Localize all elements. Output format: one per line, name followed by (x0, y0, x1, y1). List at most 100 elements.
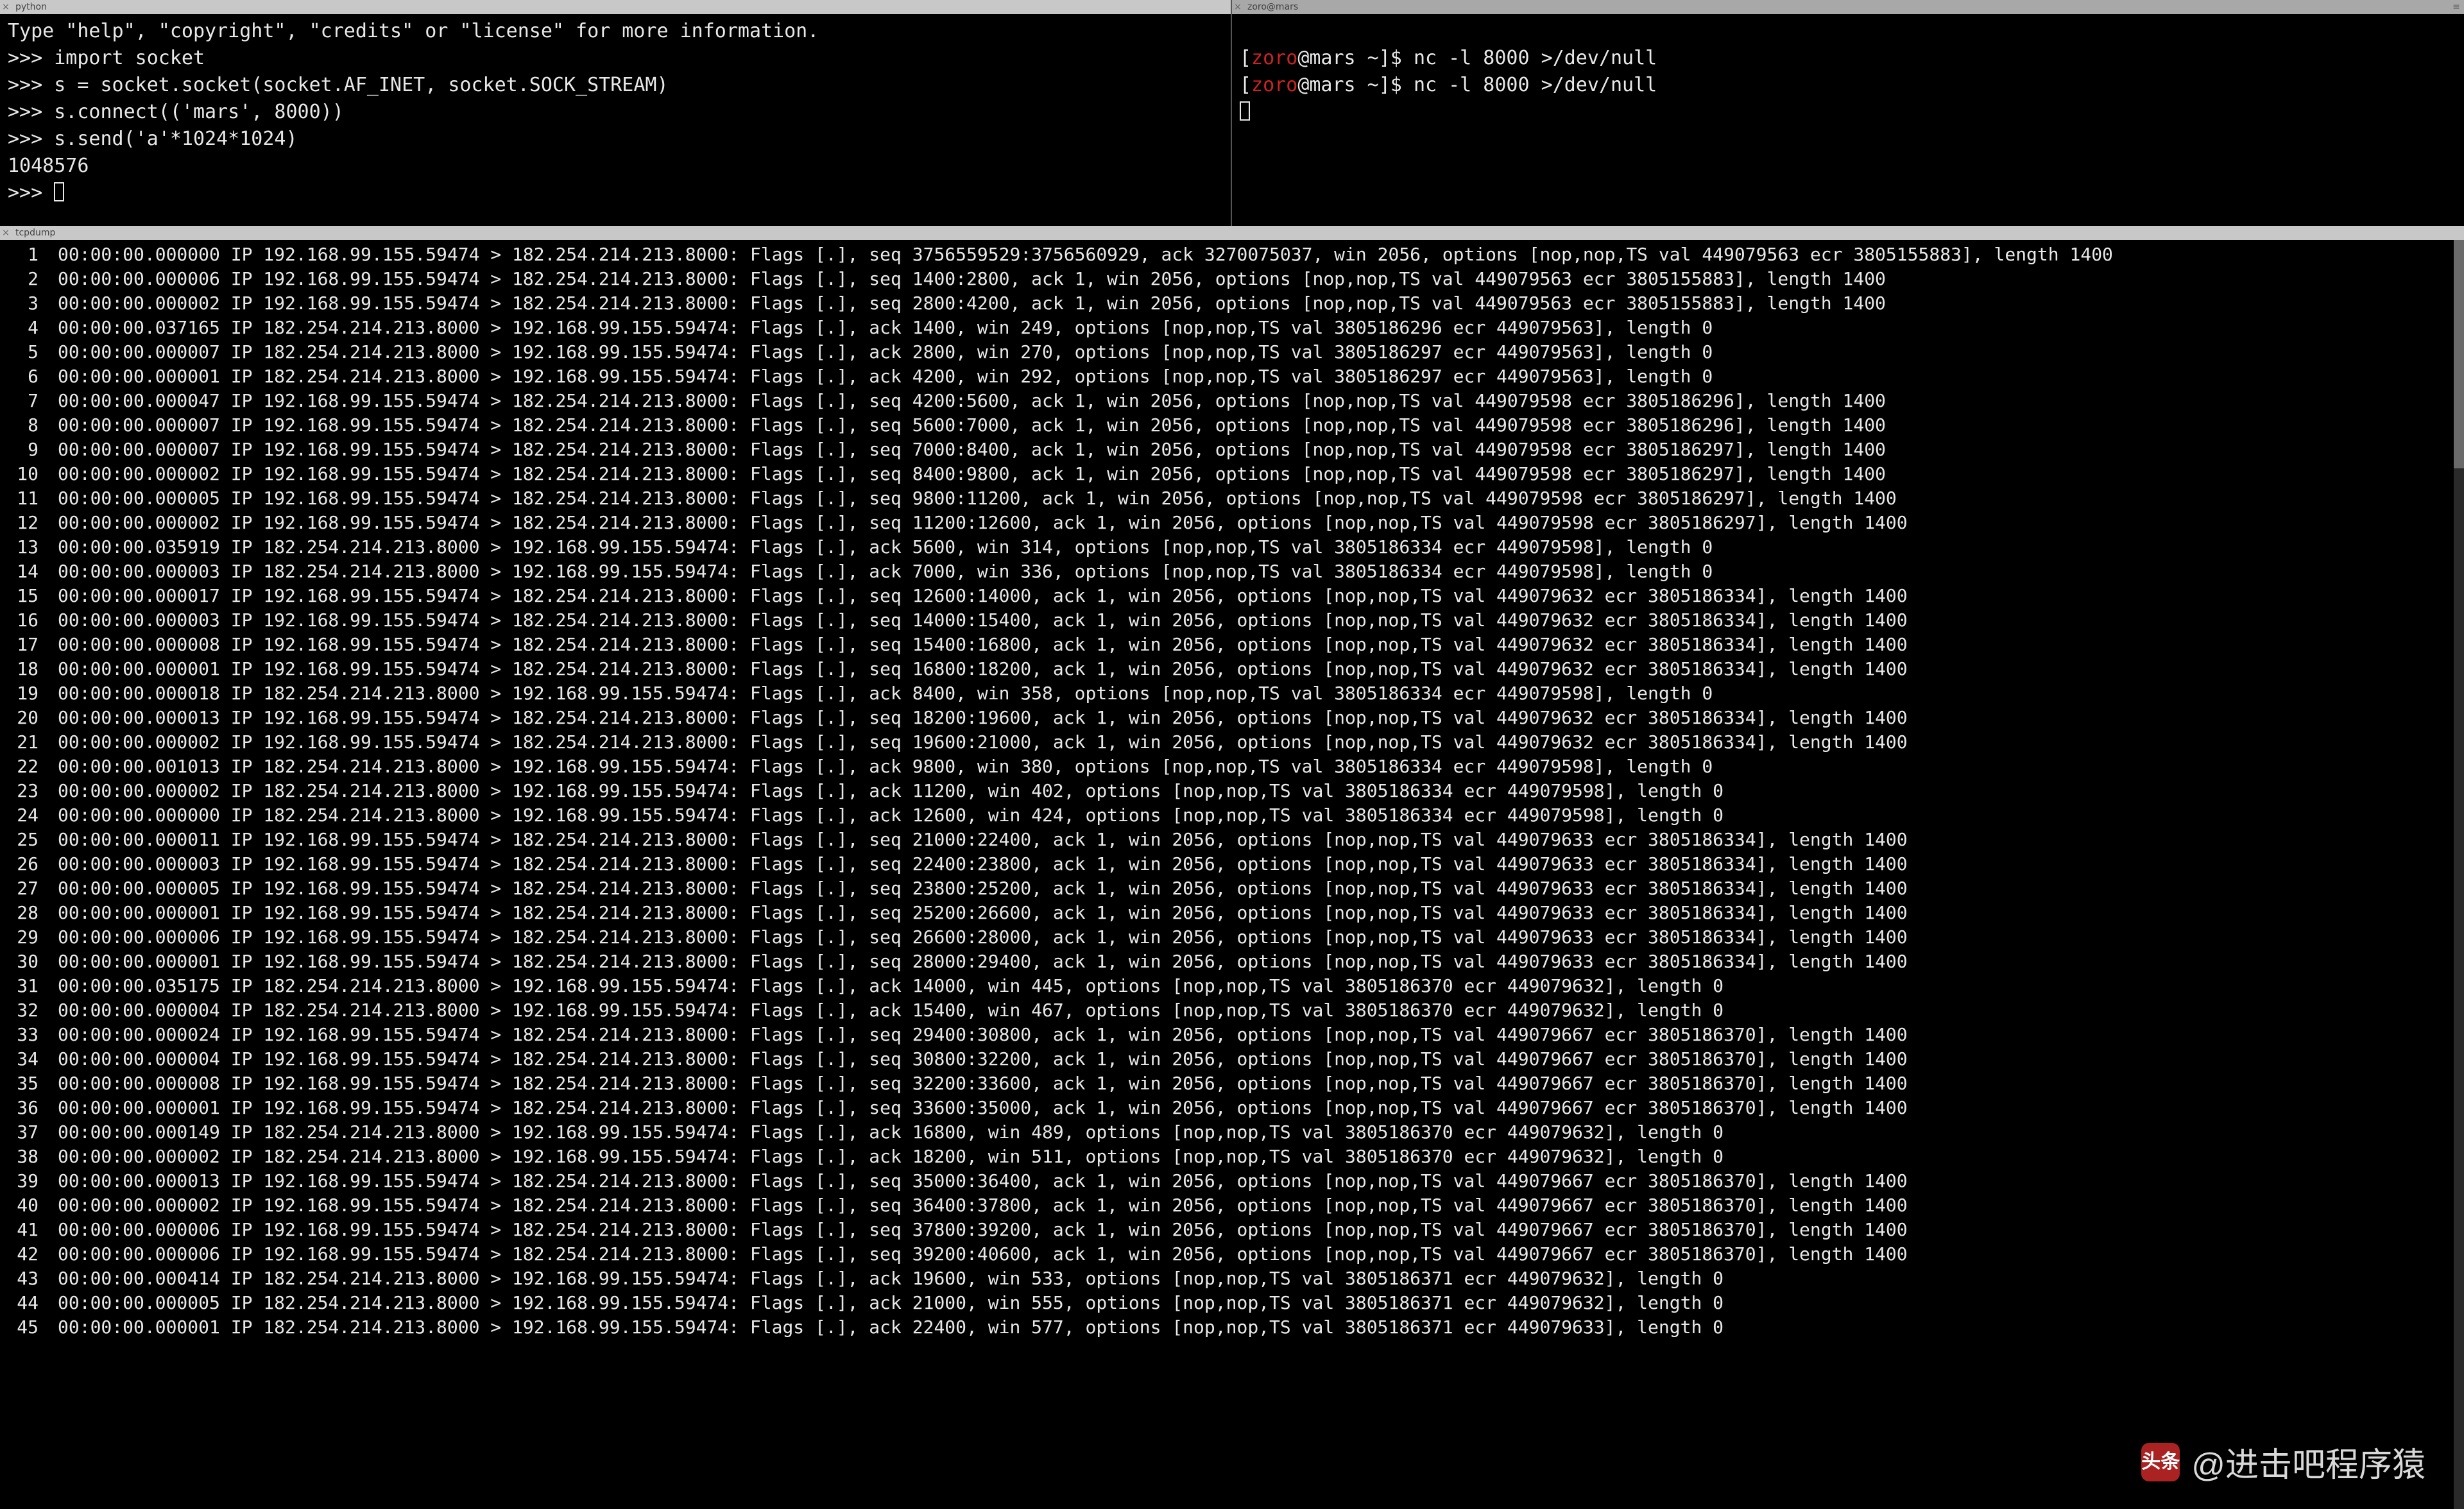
tcpdump-line: 00:00:00.000008 IP 192.168.99.155.59474 … (58, 633, 2464, 657)
scrollbar-thumb[interactable] (2454, 240, 2464, 468)
tcpdump-line: 00:00:00.000003 IP 192.168.99.155.59474 … (58, 852, 2464, 876)
tcpdump-row: 400:00:00.037165 IP 182.254.214.213.8000… (0, 316, 2464, 340)
tcpdump-line: 00:00:00.000001 IP 192.168.99.155.59474 … (58, 1096, 2464, 1120)
tcpdump-row: 3600:00:00.000001 IP 192.168.99.155.5947… (0, 1096, 2464, 1120)
line-number: 40 (0, 1193, 58, 1218)
line-number: 9 (0, 438, 58, 462)
line-number: 34 (0, 1047, 58, 1071)
line-number: 24 (0, 803, 58, 828)
tab-bar-tcpdump: × tcpdump (0, 226, 2464, 240)
tcpdump-row: 1700:00:00.000008 IP 192.168.99.155.5947… (0, 633, 2464, 657)
top-split: × python Type "help", "copyright", "cred… (0, 0, 2464, 226)
terminal-line: 1048576 (8, 155, 89, 177)
tcpdump-row: 300:00:00.000002 IP 192.168.99.155.59474… (0, 291, 2464, 316)
line-number: 18 (0, 657, 58, 681)
tcpdump-line: 00:00:00.000013 IP 192.168.99.155.59474 … (58, 1169, 2464, 1193)
tab-bar-mars: × zoro@mars ≡ (1232, 0, 2464, 14)
tcpdump-line: 00:00:00.000006 IP 192.168.99.155.59474 … (58, 1242, 2464, 1266)
screen: × python Type "help", "copyright", "cred… (0, 0, 2464, 1509)
tcpdump-row: 2300:00:00.000002 IP 182.254.214.213.800… (0, 779, 2464, 803)
tcpdump-line: 00:00:00.000001 IP 192.168.99.155.59474 … (58, 950, 2464, 974)
line-number: 36 (0, 1096, 58, 1120)
line-number: 35 (0, 1071, 58, 1096)
line-number: 43 (0, 1266, 58, 1291)
tcpdump-line: 00:00:00.000006 IP 192.168.99.155.59474 … (58, 267, 2464, 291)
tcpdump-row: 2800:00:00.000001 IP 192.168.99.155.5947… (0, 901, 2464, 925)
prompt-line-1: [zoro@mars ~]$ nc -l 8000 >/dev/null (1240, 47, 1657, 69)
tcpdump-row: 1500:00:00.000017 IP 192.168.99.155.5947… (0, 584, 2464, 608)
tcpdump-line: 00:00:00.000002 IP 182.254.214.213.8000 … (58, 1145, 2464, 1169)
line-number: 16 (0, 608, 58, 633)
tcpdump-line: 00:00:00.001013 IP 182.254.214.213.8000 … (58, 754, 2464, 779)
tcpdump-row: 500:00:00.000007 IP 182.254.214.213.8000… (0, 340, 2464, 364)
line-number: 7 (0, 389, 58, 413)
tcpdump-line: 00:00:00.000007 IP 182.254.214.213.8000 … (58, 340, 2464, 364)
tcpdump-row: 2700:00:00.000005 IP 192.168.99.155.5947… (0, 876, 2464, 901)
tcpdump-line: 00:00:00.000001 IP 192.168.99.155.59474 … (58, 901, 2464, 925)
tcpdump-row: 3200:00:00.000004 IP 182.254.214.213.800… (0, 998, 2464, 1023)
tcpdump-line: 00:00:00.000047 IP 192.168.99.155.59474 … (58, 389, 2464, 413)
tcpdump-line: 00:00:00.000011 IP 192.168.99.155.59474 … (58, 828, 2464, 852)
line-number: 30 (0, 950, 58, 974)
line-number: 4 (0, 316, 58, 340)
tcpdump-row: 3900:00:00.000013 IP 192.168.99.155.5947… (0, 1169, 2464, 1193)
tcpdump-row: 3100:00:00.035175 IP 182.254.214.213.800… (0, 974, 2464, 998)
terminal-line: >>> (8, 182, 54, 204)
tcpdump-row: 2600:00:00.000003 IP 192.168.99.155.5947… (0, 852, 2464, 876)
tcpdump-line: 00:00:00.000005 IP 192.168.99.155.59474 … (58, 876, 2464, 901)
prompt-path: ~ (1356, 47, 1379, 69)
watermark: 头条 @进击吧程序猿 (2141, 1438, 2426, 1486)
tcpdump-line: 00:00:00.000004 IP 182.254.214.213.8000 … (58, 998, 2464, 1023)
tcpdump-line: 00:00:00.000024 IP 192.168.99.155.59474 … (58, 1023, 2464, 1047)
tcpdump-line: 00:00:00.000002 IP 192.168.99.155.59474 … (58, 291, 2464, 316)
line-number: 17 (0, 633, 58, 657)
tcpdump-output[interactable]: 100:00:00.000000 IP 192.168.99.155.59474… (0, 240, 2464, 1509)
tcpdump-row: 4500:00:00.000001 IP 182.254.214.213.800… (0, 1315, 2464, 1340)
line-number: 41 (0, 1218, 58, 1242)
terminal-line: Type "help", "copyright", "credits" or "… (8, 20, 819, 42)
line-number: 25 (0, 828, 58, 852)
line-number: 29 (0, 925, 58, 950)
tcpdump-line: 00:00:00.000002 IP 192.168.99.155.59474 … (58, 730, 2464, 754)
line-number: 21 (0, 730, 58, 754)
tab-close-icon[interactable]: × (1232, 2, 1244, 12)
terminal-mars-body[interactable]: [zoro@mars ~]$ nc -l 8000 >/dev/null [zo… (1232, 14, 2464, 226)
line-number: 14 (0, 559, 58, 584)
watermark-handle: @进击吧程序猿 (2191, 1438, 2426, 1486)
tcpdump-line: 00:00:00.000007 IP 192.168.99.155.59474 … (58, 438, 2464, 462)
line-number: 13 (0, 535, 58, 559)
tcpdump-line: 00:00:00.000002 IP 192.168.99.155.59474 … (58, 1193, 2464, 1218)
hamburger-icon[interactable]: ≡ (2447, 2, 2464, 12)
line-number: 12 (0, 511, 58, 535)
tcpdump-row: 3000:00:00.000001 IP 192.168.99.155.5947… (0, 950, 2464, 974)
tab-title-mars[interactable]: zoro@mars (1244, 2, 1302, 12)
prompt-at: @ (1297, 74, 1309, 96)
line-number: 27 (0, 876, 58, 901)
terminal-python-body[interactable]: Type "help", "copyright", "credits" or "… (0, 14, 1231, 226)
tcpdump-row: 800:00:00.000007 IP 192.168.99.155.59474… (0, 413, 2464, 438)
prompt-path: ~ (1356, 74, 1379, 96)
tab-close-icon[interactable]: × (0, 228, 12, 238)
line-number: 5 (0, 340, 58, 364)
tcpdump-row: 2400:00:00.000000 IP 182.254.214.213.800… (0, 803, 2464, 828)
line-number: 11 (0, 486, 58, 511)
tab-title-python[interactable]: python (12, 2, 51, 12)
terminal-line: >>> s.connect(('mars', 8000)) (8, 101, 344, 123)
tcpdump-row: 3800:00:00.000002 IP 182.254.214.213.800… (0, 1145, 2464, 1169)
tcpdump-line: 00:00:00.000149 IP 182.254.214.213.8000 … (58, 1120, 2464, 1145)
tcpdump-row: 2100:00:00.000002 IP 192.168.99.155.5947… (0, 730, 2464, 754)
tcpdump-line: 00:00:00.000002 IP 192.168.99.155.59474 … (58, 462, 2464, 486)
tcpdump-row: 3400:00:00.000004 IP 192.168.99.155.5947… (0, 1047, 2464, 1071)
tab-title-tcpdump[interactable]: tcpdump (12, 228, 59, 238)
tcpdump-row: 3500:00:00.000008 IP 192.168.99.155.5947… (0, 1071, 2464, 1096)
pane-python: × python Type "help", "copyright", "cred… (0, 0, 1232, 226)
tcpdump-line: 00:00:00.037165 IP 182.254.214.213.8000 … (58, 316, 2464, 340)
prompt-host: mars (1309, 74, 1355, 96)
tcpdump-row: 2500:00:00.000011 IP 192.168.99.155.5947… (0, 828, 2464, 852)
watermark-logo-icon: 头条 (2141, 1443, 2180, 1481)
line-number: 42 (0, 1242, 58, 1266)
prompt-close: ]$ (1379, 47, 1414, 69)
tab-close-icon[interactable]: × (0, 2, 12, 12)
tcpdump-row: 3700:00:00.000149 IP 182.254.214.213.800… (0, 1120, 2464, 1145)
scrollbar-vertical[interactable] (2454, 240, 2464, 1509)
